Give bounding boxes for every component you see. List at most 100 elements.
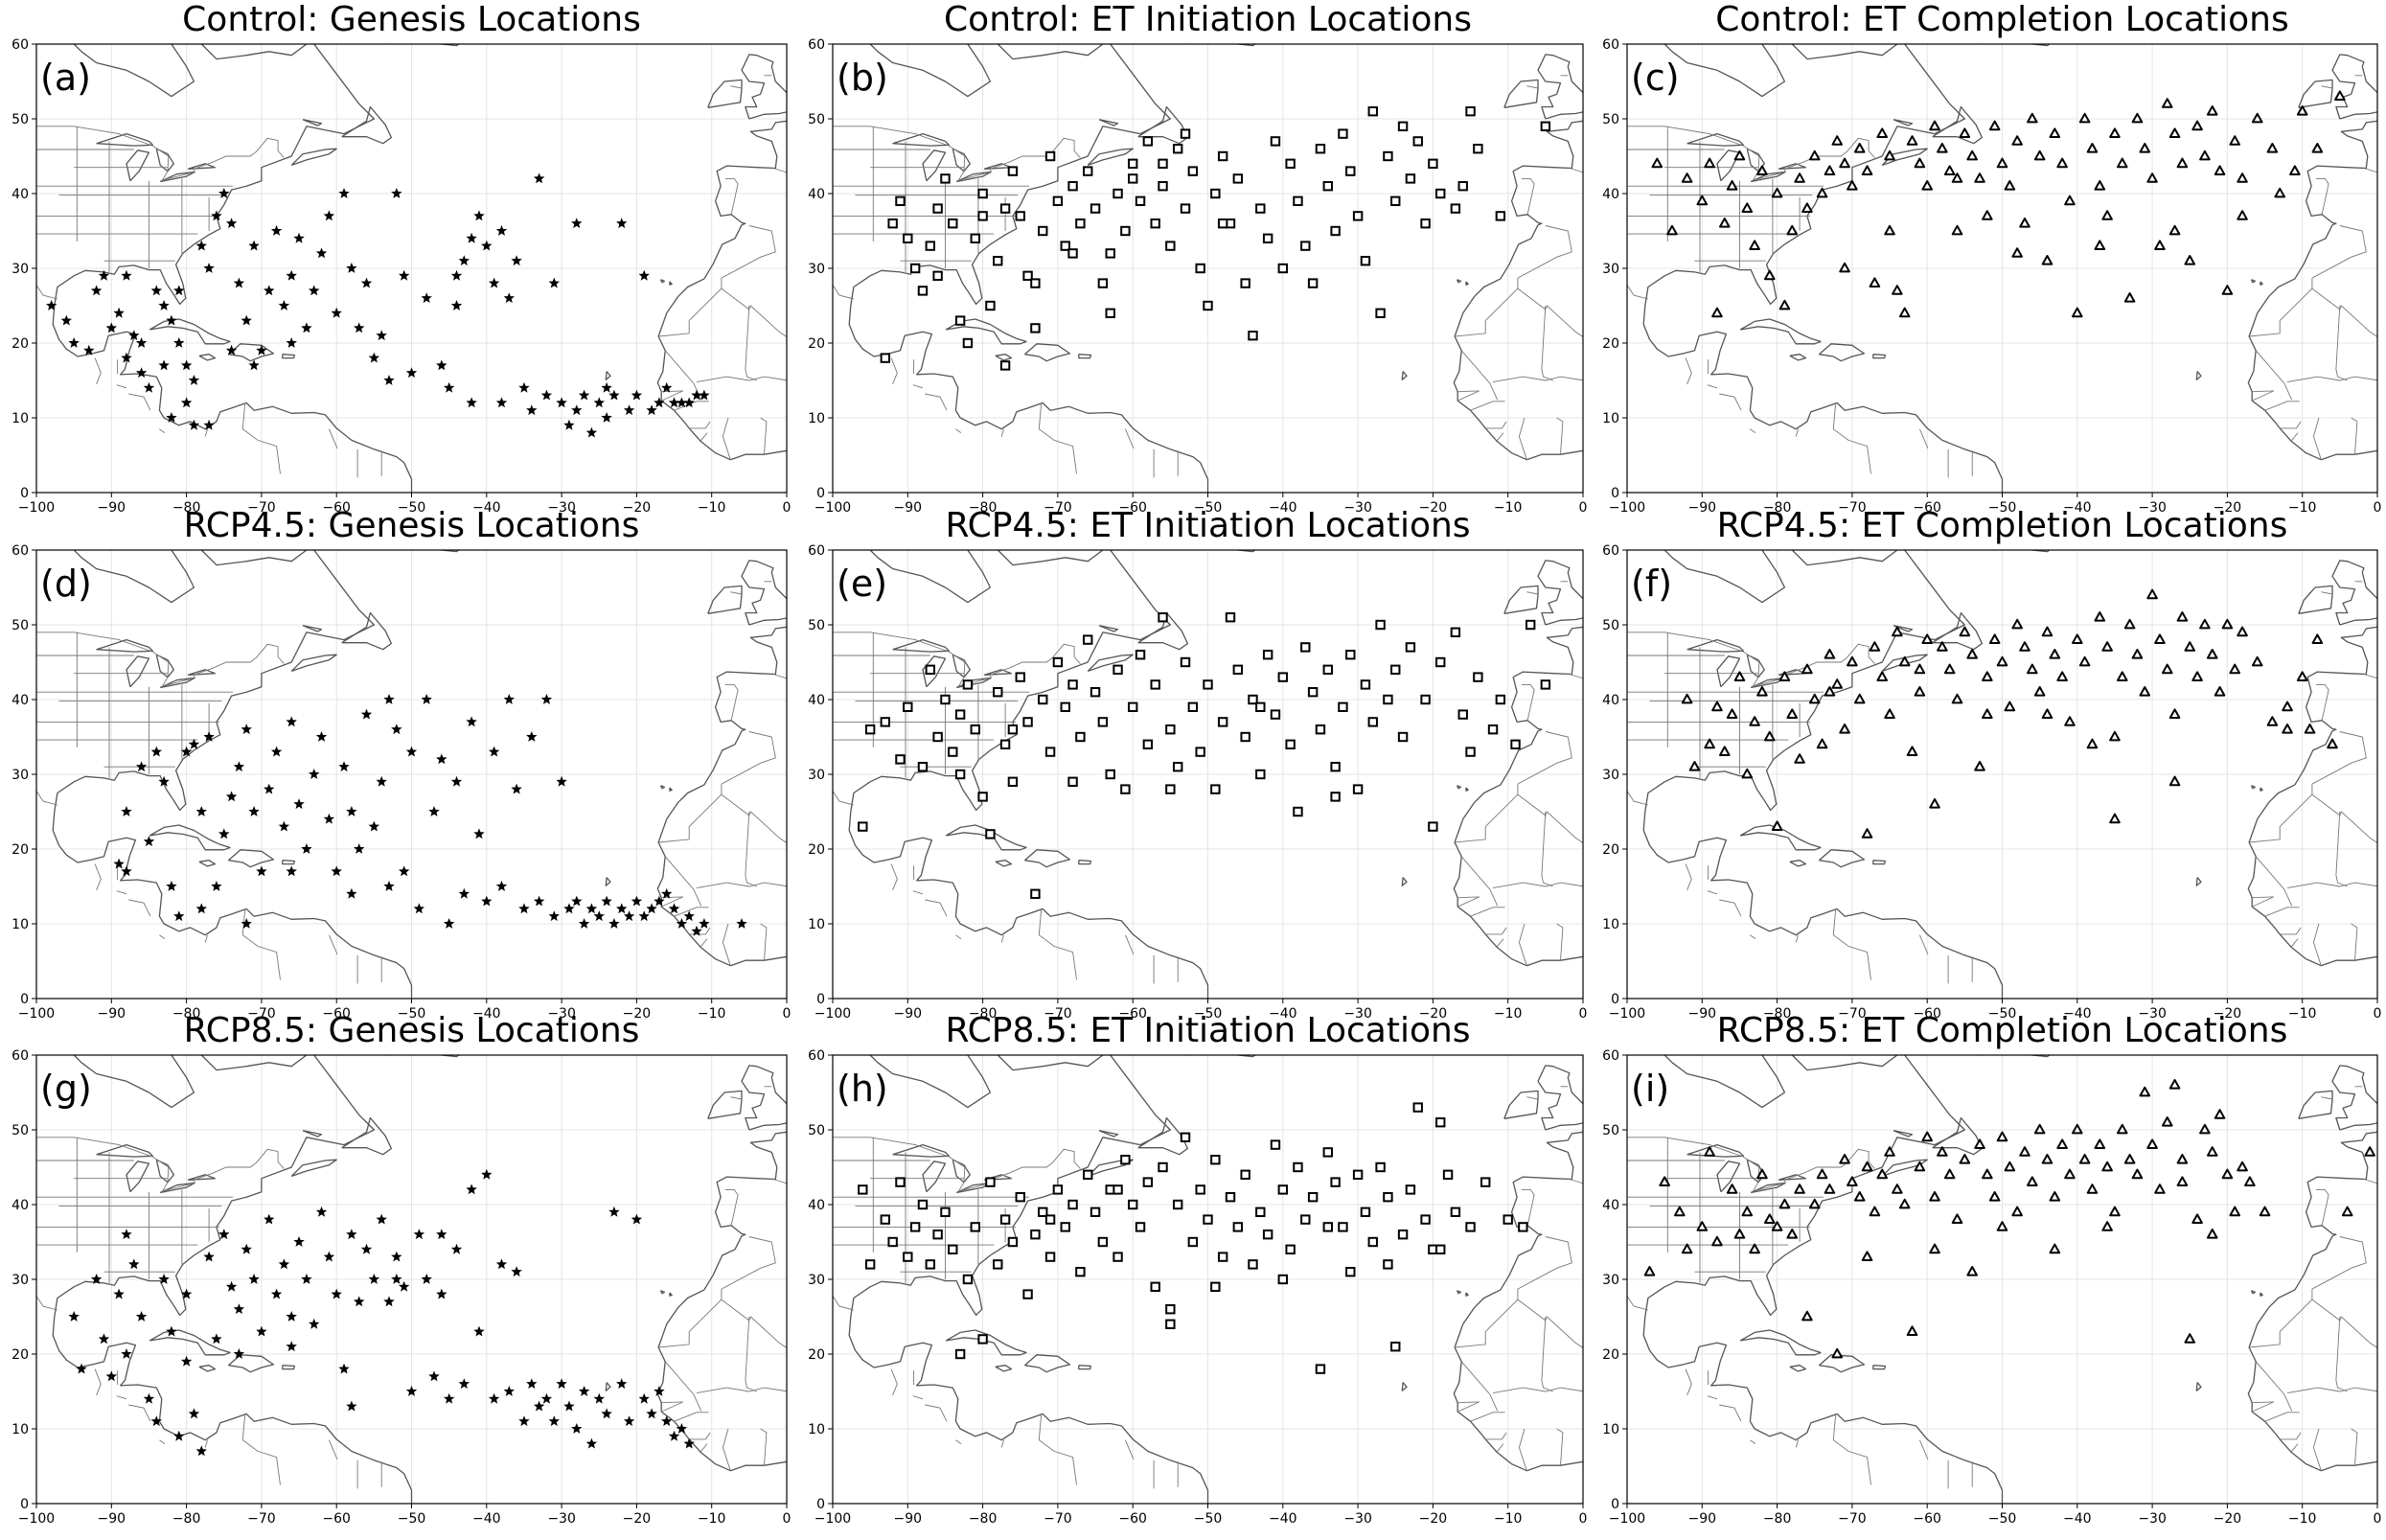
genesis-star-marker — [563, 903, 575, 914]
genesis-star-marker — [233, 277, 245, 288]
et-completion-triangle-marker — [2282, 724, 2293, 734]
political-border — [1124, 428, 1135, 449]
genesis-star-marker — [503, 292, 515, 304]
et-completion-triangle-marker — [1741, 202, 1754, 213]
genesis-star-marker — [458, 255, 470, 266]
political-border — [722, 1428, 731, 1471]
political-border — [1918, 1439, 1929, 1460]
et-completion-triangle-marker — [1733, 149, 1746, 161]
coastline — [892, 132, 951, 147]
et-initiation-square-marker — [1450, 1207, 1461, 1217]
coastline — [1453, 626, 1583, 967]
political-border — [2335, 811, 2348, 887]
y-tick-label: 60 — [808, 37, 825, 53]
et-initiation-square-marker — [1113, 1252, 1123, 1262]
et-initiation-square-marker — [858, 1184, 868, 1195]
et-initiation-square-marker — [1172, 144, 1183, 154]
x-tick-label: −100 — [18, 500, 55, 516]
genesis-star-marker — [360, 277, 373, 288]
et-initiation-square-marker — [1240, 731, 1250, 743]
political-border — [2249, 784, 2313, 843]
x-tick-label: −90 — [98, 1511, 126, 1527]
et-initiation-square-marker — [1203, 300, 1213, 311]
coastline — [52, 550, 413, 999]
et-initiation-square-marker — [1420, 694, 1431, 705]
et-initiation-square-marker — [1495, 211, 1506, 221]
coastline — [1778, 1174, 1807, 1181]
et-completion-triangle-marker — [2341, 1206, 2353, 1217]
x-axis: −100 −90 −80 −70 −60 −50 −40 −30 −20 −10 0 — [18, 1504, 791, 1527]
political-border — [1685, 357, 1692, 385]
political-border — [1517, 225, 1572, 279]
genesis-star-marker — [166, 412, 177, 423]
et-initiation-square-marker — [993, 256, 1003, 266]
political-border — [1832, 908, 1871, 980]
et-completion-triangle-marker — [1749, 240, 1760, 250]
et-initiation-square-marker — [887, 1236, 898, 1248]
et-initiation-square-marker — [940, 1207, 951, 1217]
et-initiation-square-marker — [1135, 650, 1146, 660]
et-completion-triangle-marker — [1876, 671, 1889, 681]
et-initiation-square-marker — [1480, 1177, 1491, 1187]
political-border — [2312, 417, 2322, 460]
et-initiation-square-marker — [1097, 717, 1109, 727]
coastline — [2331, 1065, 2377, 1131]
x-tick-label: −30 — [2138, 500, 2167, 516]
et-initiation-square-marker — [895, 195, 906, 207]
panel-label: (b) — [837, 57, 888, 99]
y-tick-label: 30 — [11, 262, 29, 277]
x-tick-label: −90 — [98, 1006, 126, 1022]
x-tick-label: −100 — [1609, 1006, 1645, 1022]
coastline — [1746, 654, 1765, 678]
marker-layer — [880, 106, 1551, 371]
map-panel-e: RCP4.5: ET Initiation Locations−100 −90 −8… — [808, 506, 1587, 1022]
coastline — [1789, 1365, 1807, 1372]
coastline — [126, 655, 150, 688]
y-tick-label: 0 — [816, 992, 825, 1007]
et-initiation-square-marker — [1187, 701, 1199, 712]
coastline — [656, 1131, 787, 1472]
genesis-star-marker — [113, 858, 125, 869]
political-border — [1685, 863, 1692, 891]
et-completion-triangle-marker — [2154, 633, 2166, 644]
coastline — [188, 1174, 217, 1181]
et-initiation-square-marker — [1262, 650, 1273, 660]
genesis-star-marker — [556, 397, 567, 408]
x-tick-label: −60 — [1913, 1511, 1941, 1527]
political-border — [912, 1395, 924, 1400]
political-border — [1470, 401, 1505, 411]
et-initiation-square-marker — [1435, 656, 1446, 668]
genesis-star-marker — [158, 300, 170, 310]
genesis-star-marker — [495, 1258, 508, 1270]
map-panel-b: Control: ET Initiation Locations−100 −90−… — [808, 0, 1587, 516]
coastline — [227, 849, 275, 868]
basemap — [1627, 550, 2377, 999]
genesis-star-marker — [383, 375, 395, 385]
political-border — [1627, 1137, 1875, 1192]
political-border — [2351, 1428, 2358, 1466]
x-axis: −100 −90 −80 −70 −60 −50 −40 −30 −20 −10 0 — [18, 493, 791, 516]
et-initiation-square-marker — [932, 731, 943, 743]
political-border — [36, 126, 285, 181]
y-tick-label: 50 — [11, 618, 29, 633]
genesis-star-marker — [143, 1392, 155, 1404]
genesis-star-marker — [376, 330, 387, 341]
genesis-star-marker — [166, 314, 177, 326]
political-border — [2264, 401, 2300, 411]
genesis-star-marker — [323, 813, 335, 824]
et-initiation-square-marker — [948, 1244, 958, 1254]
coastline — [1739, 1329, 1822, 1356]
et-completion-triangle-marker — [1853, 143, 1866, 153]
map-panel-i: RCP8.5: ET Completion Locations−100 −90 −8… — [1602, 1011, 2381, 1527]
political-border — [1556, 417, 1564, 455]
coastline — [1078, 354, 1092, 359]
et-completion-triangle-marker — [1996, 157, 2008, 169]
et-initiation-square-marker — [1383, 1192, 1393, 1203]
genesis-star-marker — [391, 1251, 402, 1262]
coastline — [707, 79, 743, 108]
et-initiation-square-marker — [1285, 158, 1296, 170]
political-border — [36, 1295, 58, 1311]
et-completion-triangle-marker — [1914, 663, 1926, 675]
panel-label: (c) — [1631, 57, 1680, 99]
basemap — [1627, 1055, 2377, 1504]
